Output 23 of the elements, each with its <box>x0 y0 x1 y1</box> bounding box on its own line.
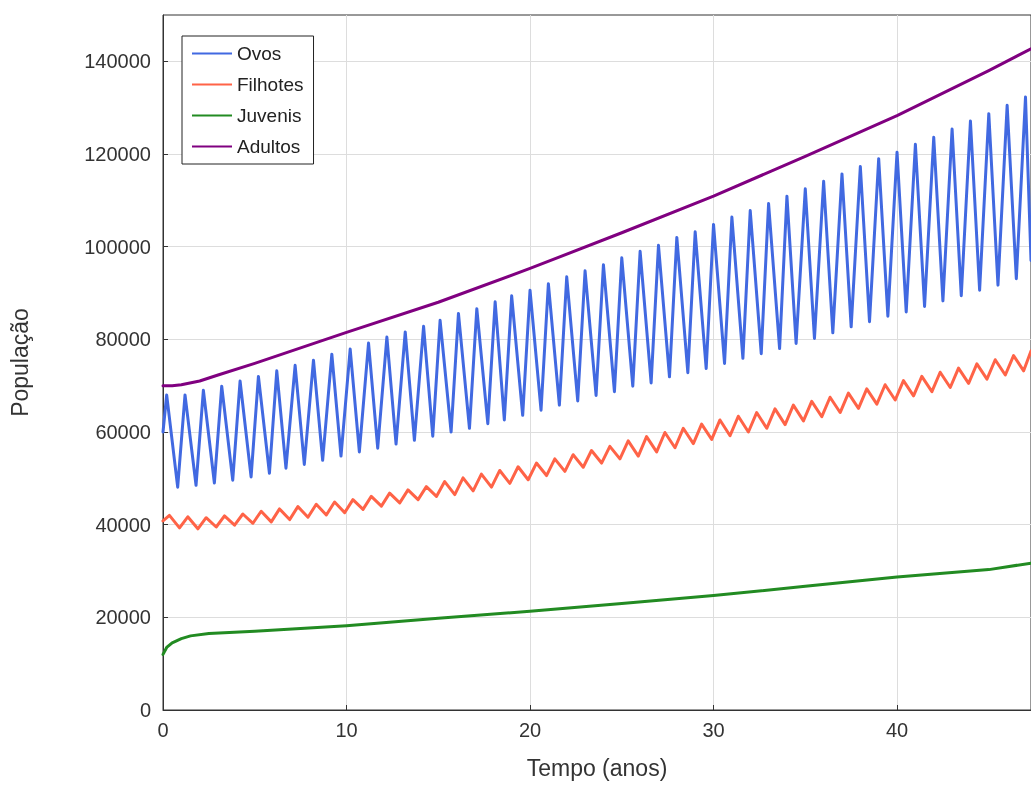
legend-label: Juvenis <box>237 105 302 126</box>
y-tick-label: 40000 <box>95 513 151 536</box>
y-tick-label: 100000 <box>84 235 151 258</box>
y-tick-label: 60000 <box>95 421 151 443</box>
legend-label: Ovos <box>237 43 282 64</box>
x-tick-label: 40 <box>885 719 909 741</box>
legend-label: Adultos <box>237 136 301 157</box>
x-axis-title: Tempo (anos) <box>526 754 668 781</box>
x-tick-label: 30 <box>702 719 725 741</box>
line-series <box>161 47 1031 388</box>
line-series <box>161 561 1031 656</box>
y-tick-label: 20000 <box>95 606 151 629</box>
legend-label: Filhotes <box>237 74 304 95</box>
y-axis-title: População <box>6 308 33 417</box>
line-series <box>161 349 1031 531</box>
y-tick-label: 140000 <box>84 50 151 73</box>
y-tick-label: 0 <box>139 699 151 721</box>
x-tick-label: 10 <box>335 719 358 741</box>
y-tick-label: 120000 <box>84 143 151 165</box>
y-tick-label: 80000 <box>95 328 151 351</box>
x-tick-label: 0 <box>157 719 169 741</box>
x-tick-label: 20 <box>518 719 542 741</box>
line-series <box>161 95 1031 489</box>
